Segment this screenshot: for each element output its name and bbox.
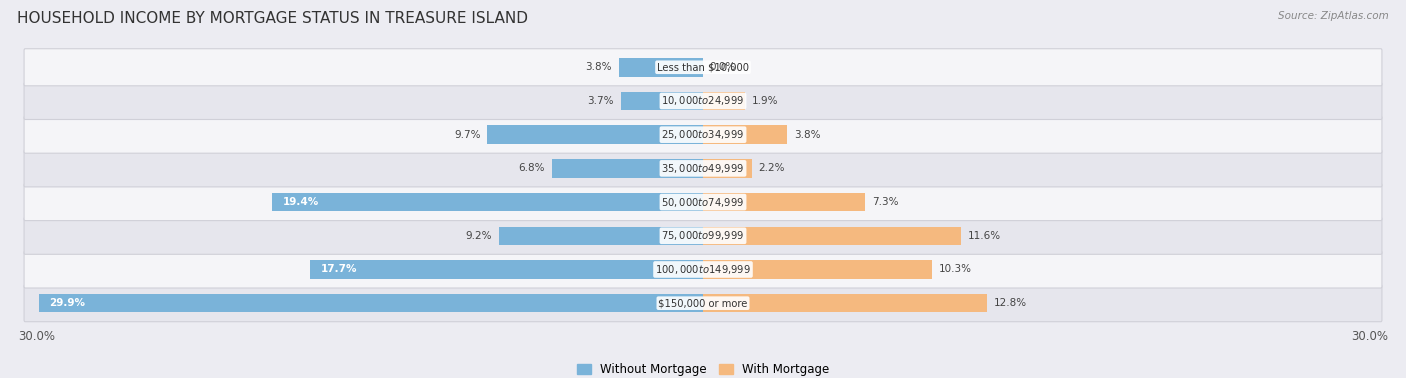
Text: Source: ZipAtlas.com: Source: ZipAtlas.com — [1278, 11, 1389, 21]
Text: 9.7%: 9.7% — [454, 130, 481, 139]
Text: $10,000 to $24,999: $10,000 to $24,999 — [661, 94, 745, 107]
Bar — [703, 92, 745, 110]
Text: $35,000 to $49,999: $35,000 to $49,999 — [661, 162, 745, 175]
Text: $25,000 to $34,999: $25,000 to $34,999 — [661, 128, 745, 141]
Text: 10.3%: 10.3% — [939, 265, 972, 274]
Text: 7.3%: 7.3% — [872, 197, 898, 207]
Bar — [271, 193, 703, 211]
Text: 3.8%: 3.8% — [585, 62, 612, 72]
Bar — [553, 159, 703, 178]
Text: $150,000 or more: $150,000 or more — [658, 298, 748, 308]
FancyBboxPatch shape — [24, 49, 1382, 86]
Text: 2.2%: 2.2% — [759, 163, 785, 174]
FancyBboxPatch shape — [24, 184, 1382, 221]
Bar — [488, 125, 703, 144]
FancyBboxPatch shape — [24, 285, 1382, 322]
FancyBboxPatch shape — [24, 82, 1382, 119]
Text: 9.2%: 9.2% — [465, 231, 492, 241]
Text: $50,000 to $74,999: $50,000 to $74,999 — [661, 195, 745, 209]
FancyBboxPatch shape — [24, 217, 1382, 254]
Bar — [621, 92, 703, 110]
Bar — [703, 226, 960, 245]
Text: 3.8%: 3.8% — [794, 130, 821, 139]
Bar — [499, 226, 703, 245]
Text: $100,000 to $149,999: $100,000 to $149,999 — [655, 263, 751, 276]
Bar — [703, 260, 932, 279]
Bar — [38, 294, 703, 313]
Text: 29.9%: 29.9% — [49, 298, 86, 308]
Text: $75,000 to $99,999: $75,000 to $99,999 — [661, 229, 745, 242]
FancyBboxPatch shape — [24, 150, 1382, 187]
Text: HOUSEHOLD INCOME BY MORTGAGE STATUS IN TREASURE ISLAND: HOUSEHOLD INCOME BY MORTGAGE STATUS IN T… — [17, 11, 527, 26]
Bar — [703, 193, 865, 211]
Text: 17.7%: 17.7% — [321, 265, 357, 274]
Text: 0.0%: 0.0% — [710, 62, 735, 72]
Text: 3.7%: 3.7% — [588, 96, 614, 106]
Bar — [703, 294, 987, 313]
Text: 6.8%: 6.8% — [519, 163, 546, 174]
Text: 12.8%: 12.8% — [994, 298, 1028, 308]
Bar — [309, 260, 703, 279]
Text: 1.9%: 1.9% — [752, 96, 779, 106]
Bar — [619, 58, 703, 76]
Text: 11.6%: 11.6% — [967, 231, 1001, 241]
Text: 19.4%: 19.4% — [283, 197, 319, 207]
FancyBboxPatch shape — [24, 251, 1382, 288]
FancyBboxPatch shape — [24, 116, 1382, 153]
Bar — [703, 159, 752, 178]
Text: Less than $10,000: Less than $10,000 — [657, 62, 749, 72]
Legend: Without Mortgage, With Mortgage: Without Mortgage, With Mortgage — [572, 358, 834, 378]
Bar — [703, 125, 787, 144]
